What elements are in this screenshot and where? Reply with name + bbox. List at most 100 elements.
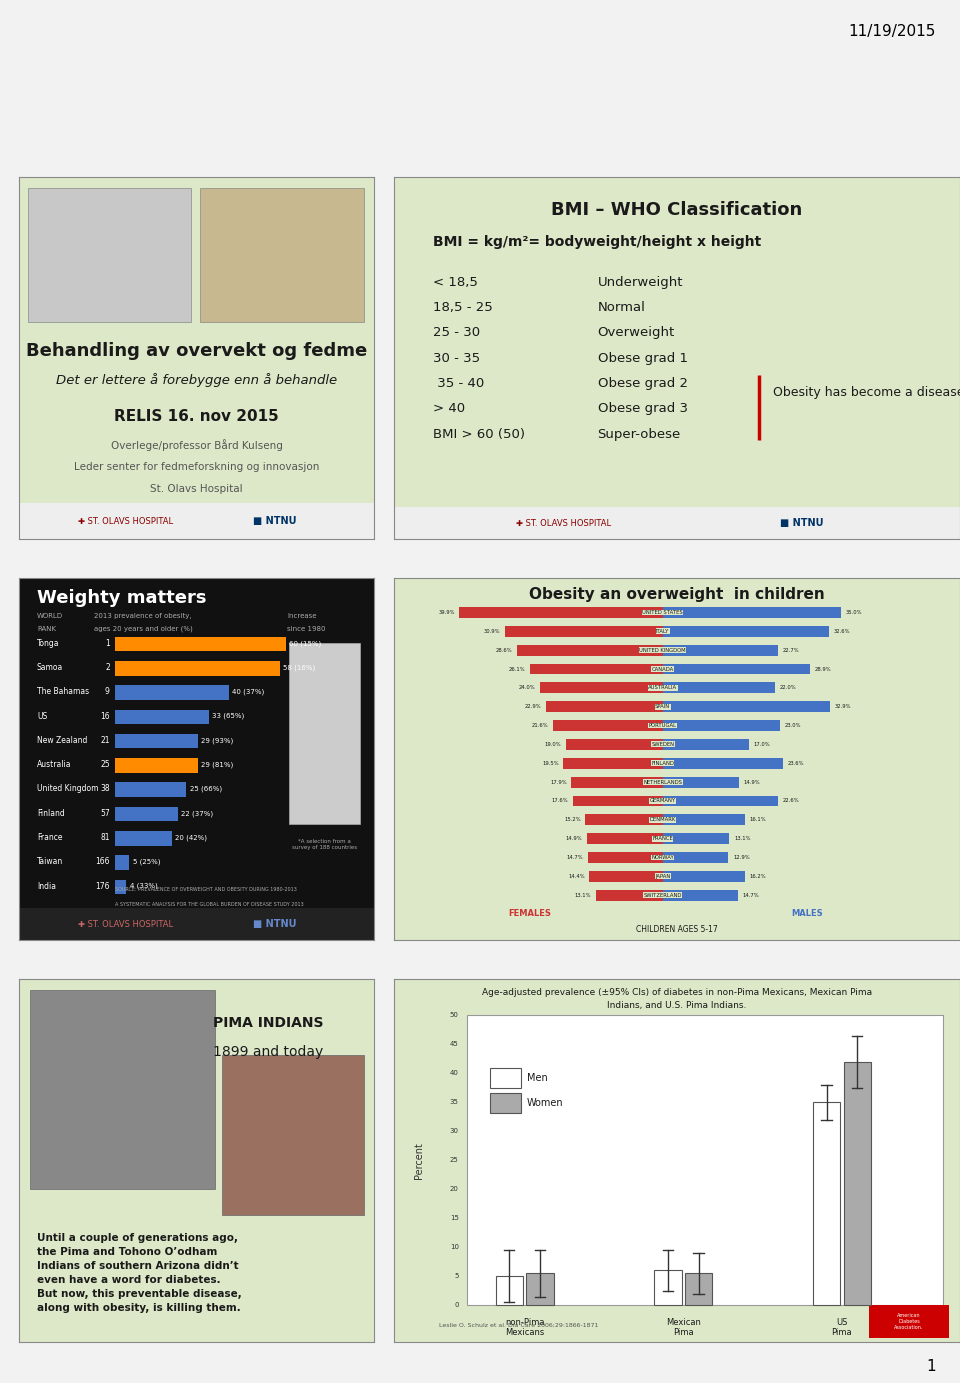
Text: Women: Women bbox=[527, 1098, 564, 1108]
Text: RANK: RANK bbox=[36, 626, 56, 632]
Text: 2: 2 bbox=[105, 662, 109, 672]
Text: 38: 38 bbox=[100, 784, 109, 794]
Text: 14.9%: 14.9% bbox=[565, 837, 582, 841]
Text: 58 (16%): 58 (16%) bbox=[283, 664, 316, 671]
Text: St. Olavs Hospital: St. Olavs Hospital bbox=[151, 484, 243, 494]
Text: 25: 25 bbox=[100, 761, 109, 769]
Text: Obesity an overweight  in children: Obesity an overweight in children bbox=[529, 586, 825, 602]
Text: Increase: Increase bbox=[287, 613, 317, 620]
Text: American
Diabetes
Association.: American Diabetes Association. bbox=[895, 1314, 924, 1330]
Bar bbox=[662, 701, 830, 712]
Bar bbox=[870, 1306, 948, 1337]
Text: 22 (37%): 22 (37%) bbox=[181, 810, 213, 816]
Text: since 1980: since 1980 bbox=[287, 626, 325, 632]
Text: 13.1%: 13.1% bbox=[734, 837, 751, 841]
Bar bbox=[588, 852, 662, 863]
Text: New Zealand: New Zealand bbox=[36, 736, 87, 745]
Text: non-Pima
Mexicans: non-Pima Mexicans bbox=[505, 1318, 544, 1337]
Text: 23.6%: 23.6% bbox=[787, 761, 804, 766]
Text: PIMA INDIANS: PIMA INDIANS bbox=[212, 1015, 324, 1030]
Text: 176: 176 bbox=[95, 881, 109, 891]
Bar bbox=[662, 721, 780, 732]
Bar bbox=[115, 636, 286, 651]
Bar bbox=[490, 1094, 521, 1113]
Text: ✚ ST. OLAVS HOSPITAL: ✚ ST. OLAVS HOSPITAL bbox=[78, 517, 174, 526]
Bar bbox=[662, 795, 778, 806]
Text: 18,5 - 25: 18,5 - 25 bbox=[433, 301, 493, 314]
Text: 22.7%: 22.7% bbox=[783, 647, 800, 653]
Text: 21: 21 bbox=[100, 736, 109, 745]
Text: ITALY: ITALY bbox=[656, 629, 669, 633]
Text: SOURCE: PREVALENCE OF OVERWEIGHT AND OBESITY DURING 1980-2013: SOURCE: PREVALENCE OF OVERWEIGHT AND OBE… bbox=[115, 888, 297, 892]
Text: 19.5%: 19.5% bbox=[542, 761, 559, 766]
Bar bbox=[115, 831, 172, 845]
Bar bbox=[115, 880, 127, 893]
Bar bbox=[115, 734, 198, 748]
Bar bbox=[505, 626, 662, 636]
Bar bbox=[115, 686, 228, 700]
Text: 35.0%: 35.0% bbox=[846, 610, 862, 615]
Bar bbox=[684, 1274, 712, 1306]
Text: 17.9%: 17.9% bbox=[550, 780, 566, 784]
Text: 20 (42%): 20 (42%) bbox=[176, 834, 207, 841]
Bar bbox=[115, 855, 130, 870]
Text: 166: 166 bbox=[95, 857, 109, 866]
Bar bbox=[587, 833, 662, 844]
Text: FRANCE: FRANCE bbox=[652, 837, 673, 841]
Text: 20: 20 bbox=[450, 1187, 459, 1192]
Text: RELIS 16. nov 2015: RELIS 16. nov 2015 bbox=[114, 408, 279, 423]
Text: 1: 1 bbox=[926, 1359, 936, 1373]
Text: 12.9%: 12.9% bbox=[732, 855, 750, 860]
Text: 23.0%: 23.0% bbox=[784, 723, 801, 727]
Text: 22.0%: 22.0% bbox=[780, 686, 796, 690]
Text: 32.6%: 32.6% bbox=[833, 629, 850, 633]
Bar bbox=[662, 644, 779, 656]
Text: DENMARK: DENMARK bbox=[650, 817, 676, 823]
Bar bbox=[30, 990, 215, 1189]
Text: 26.1%: 26.1% bbox=[509, 667, 525, 672]
Text: 29 (81%): 29 (81%) bbox=[201, 762, 233, 768]
Text: 19.0%: 19.0% bbox=[544, 741, 562, 747]
Text: FINLAND: FINLAND bbox=[651, 761, 674, 766]
Text: A SYSTEMATIC ANALYSIS FOR THE GLOBAL BURDEN OF DISEASE STUDY 2013: A SYSTEMATIC ANALYSIS FOR THE GLOBAL BUR… bbox=[115, 902, 304, 907]
Text: 9: 9 bbox=[105, 687, 109, 697]
Text: CHILDREN AGES 5-17: CHILDREN AGES 5-17 bbox=[636, 925, 718, 934]
Text: ✚ ST. OLAVS HOSPITAL: ✚ ST. OLAVS HOSPITAL bbox=[516, 519, 612, 527]
Bar bbox=[662, 889, 737, 900]
Text: 22.9%: 22.9% bbox=[525, 704, 541, 709]
Text: Taiwan: Taiwan bbox=[36, 857, 63, 866]
Bar bbox=[662, 758, 783, 769]
Text: Finland: Finland bbox=[36, 809, 64, 817]
Text: India: India bbox=[36, 881, 56, 891]
Bar bbox=[655, 1271, 682, 1306]
Bar bbox=[662, 626, 828, 636]
Text: 5 (25%): 5 (25%) bbox=[132, 859, 160, 864]
Text: Men: Men bbox=[527, 1073, 547, 1083]
Bar bbox=[596, 889, 662, 900]
Text: Australia: Australia bbox=[36, 761, 71, 769]
Bar bbox=[394, 506, 960, 539]
Bar bbox=[115, 661, 280, 675]
Bar bbox=[662, 852, 729, 863]
Bar bbox=[459, 607, 662, 618]
Text: Age-adjusted prevalence (±95% CIs) of diabetes in non-Pima Mexicans, Mexican Pim: Age-adjusted prevalence (±95% CIs) of di… bbox=[482, 989, 872, 997]
Text: 21.6%: 21.6% bbox=[532, 723, 548, 727]
Text: *A selection from a
survey of 188 countries: *A selection from a survey of 188 countr… bbox=[292, 839, 357, 849]
Text: UNITED STATES: UNITED STATES bbox=[642, 610, 683, 615]
Text: 29 (93%): 29 (93%) bbox=[201, 737, 233, 744]
Text: AUSTRALIA: AUSTRALIA bbox=[648, 686, 677, 690]
Text: 1899 and today: 1899 and today bbox=[213, 1044, 323, 1058]
Bar bbox=[662, 607, 841, 618]
Text: PORTUGAL: PORTUGAL bbox=[649, 723, 677, 727]
Text: Leslie O. Schulz et al. Dia Care 2006;29:1866-1871: Leslie O. Schulz et al. Dia Care 2006;29… bbox=[439, 1322, 598, 1328]
Text: Indians, and U.S. Pima Indians.: Indians, and U.S. Pima Indians. bbox=[607, 1001, 747, 1010]
Text: United Kingdom: United Kingdom bbox=[36, 784, 99, 794]
Bar bbox=[546, 701, 662, 712]
Text: 25: 25 bbox=[450, 1158, 459, 1163]
Text: Obese grad 3: Obese grad 3 bbox=[597, 402, 687, 415]
Text: Obese grad 1: Obese grad 1 bbox=[597, 351, 687, 365]
Bar bbox=[813, 1102, 840, 1306]
Bar bbox=[553, 721, 662, 732]
Text: 40 (37%): 40 (37%) bbox=[232, 689, 265, 696]
Bar bbox=[201, 188, 364, 322]
